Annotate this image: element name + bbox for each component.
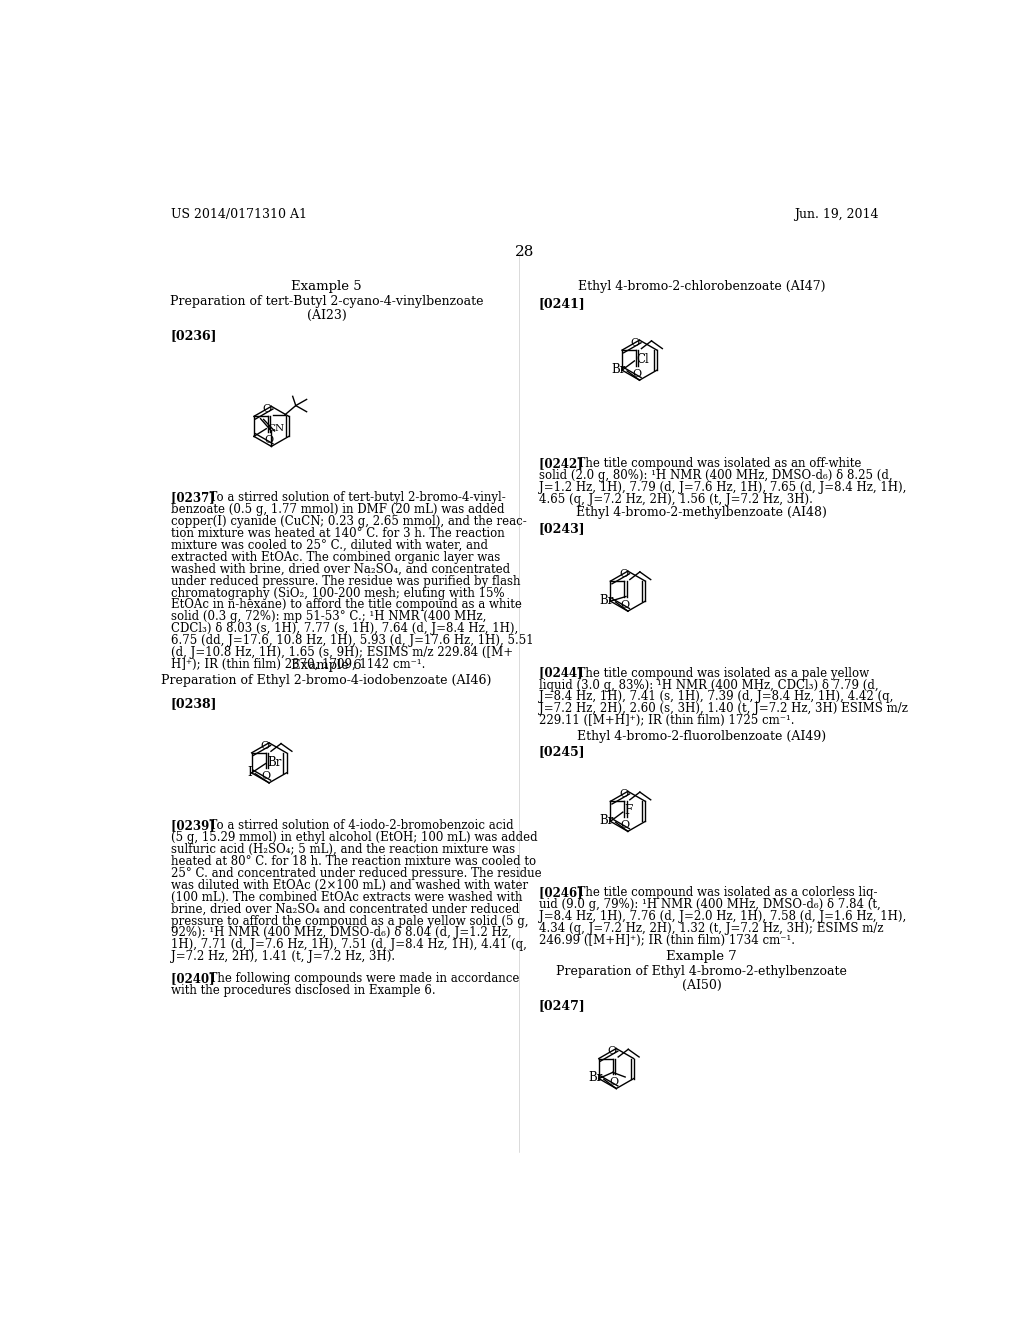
- Text: 28: 28: [515, 244, 535, 259]
- Text: The following compounds were made in accordance: The following compounds were made in acc…: [202, 973, 519, 985]
- Text: The title compound was isolated as a colorless liq-: The title compound was isolated as a col…: [569, 886, 878, 899]
- Text: [0243]: [0243]: [539, 521, 586, 535]
- Text: J=1.2 Hz, 1H), 7.79 (d, J=7.6 Hz, 1H), 7.65 (d, J=8.4 Hz, 1H),: J=1.2 Hz, 1H), 7.79 (d, J=7.6 Hz, 1H), 7…: [539, 480, 906, 494]
- Text: Br: Br: [588, 1072, 602, 1084]
- Text: 1H), 7.71 (d, J=7.6 Hz, 1H), 7.51 (d, J=8.4 Hz, 1H), 4.41 (q,: 1H), 7.71 (d, J=7.6 Hz, 1H), 7.51 (d, J=…: [171, 939, 526, 952]
- Text: J=7.2 Hz, 2H), 1.41 (t, J=7.2 Hz, 3H).: J=7.2 Hz, 2H), 1.41 (t, J=7.2 Hz, 3H).: [171, 950, 394, 964]
- Text: (AI23): (AI23): [306, 309, 346, 322]
- Text: (5 g, 15.29 mmol) in ethyl alcohol (EtOH; 100 mL) was added: (5 g, 15.29 mmol) in ethyl alcohol (EtOH…: [171, 832, 538, 843]
- Text: [0236]: [0236]: [171, 330, 217, 342]
- Text: The title compound was isolated as an off-white: The title compound was isolated as an of…: [569, 457, 861, 470]
- Text: [0244]: [0244]: [539, 667, 587, 680]
- Text: 4.34 (q, J=7.2 Hz, 2H), 1.32 (t, J=7.2 Hz, 3H); ESIMS m/z: 4.34 (q, J=7.2 Hz, 2H), 1.32 (t, J=7.2 H…: [539, 921, 884, 935]
- Text: uid (9.0 g, 79%): ¹H NMR (400 MHz, DMSO-d₆) δ 7.84 (t,: uid (9.0 g, 79%): ¹H NMR (400 MHz, DMSO-…: [539, 898, 881, 911]
- Text: pressure to afford the compound as a pale yellow solid (5 g,: pressure to afford the compound as a pal…: [171, 915, 528, 928]
- Text: Example 5: Example 5: [291, 280, 361, 293]
- Text: [0242]: [0242]: [539, 457, 587, 470]
- Text: Example 7: Example 7: [667, 950, 737, 964]
- Text: [0240]: [0240]: [171, 973, 218, 985]
- Text: solid (0.3 g, 72%): mp 51-53° C.; ¹H NMR (400 MHz,: solid (0.3 g, 72%): mp 51-53° C.; ¹H NMR…: [171, 610, 486, 623]
- Text: O: O: [620, 569, 628, 579]
- Text: O: O: [621, 599, 630, 610]
- Text: Ethyl 4-bromo-2-fluorolbenzoate (AI49): Ethyl 4-bromo-2-fluorolbenzoate (AI49): [577, 730, 826, 743]
- Text: benzoate (0.5 g, 1.77 mmol) in DMF (20 mL) was added: benzoate (0.5 g, 1.77 mmol) in DMF (20 m…: [171, 503, 504, 516]
- Text: The title compound was isolated as a pale yellow: The title compound was isolated as a pal…: [569, 667, 869, 680]
- Text: 92%): ¹H NMR (400 MHz, DMSO-d₆) δ 8.04 (d, J=1.2 Hz,: 92%): ¹H NMR (400 MHz, DMSO-d₆) δ 8.04 (…: [171, 927, 511, 940]
- Text: [0241]: [0241]: [539, 297, 586, 310]
- Text: extracted with EtOAc. The combined organic layer was: extracted with EtOAc. The combined organ…: [171, 550, 500, 564]
- Text: O: O: [262, 404, 271, 414]
- Text: O: O: [621, 820, 630, 830]
- Text: copper(I) cyanide (CuCN; 0.23 g, 2.65 mmol), and the reac-: copper(I) cyanide (CuCN; 0.23 g, 2.65 mm…: [171, 515, 526, 528]
- Text: liquid (3.0 g, 83%): ¹H NMR (400 MHz, CDCl₃) δ 7.79 (d,: liquid (3.0 g, 83%): ¹H NMR (400 MHz, CD…: [539, 678, 879, 692]
- Text: O: O: [262, 771, 271, 781]
- Text: Preparation of Ethyl 2-bromo-4-iodobenzoate (AI46): Preparation of Ethyl 2-bromo-4-iodobenzo…: [161, 675, 492, 688]
- Text: (100 mL). The combined EtOAc extracts were washed with: (100 mL). The combined EtOAc extracts we…: [171, 891, 522, 904]
- Text: 229.11 ([M+H]⁺); IR (thin film) 1725 cm⁻¹.: 229.11 ([M+H]⁺); IR (thin film) 1725 cm⁻…: [539, 714, 795, 727]
- Text: Ethyl 4-bromo-2-chlorobenzoate (AI47): Ethyl 4-bromo-2-chlorobenzoate (AI47): [578, 280, 825, 293]
- Text: [0246]: [0246]: [539, 886, 587, 899]
- Text: CN: CN: [267, 424, 285, 433]
- Text: H]⁺); IR (thin film) 2370, 1709, 1142 cm⁻¹.: H]⁺); IR (thin film) 2370, 1709, 1142 cm…: [171, 659, 425, 671]
- Text: O: O: [632, 368, 641, 379]
- Text: (d, J=10.8 Hz, 1H), 1.65 (s, 9H); ESIMS m/z 229.84 ([M+: (d, J=10.8 Hz, 1H), 1.65 (s, 9H); ESIMS …: [171, 647, 513, 659]
- Text: [0245]: [0245]: [539, 744, 586, 758]
- Text: sulfuric acid (H₂SO₄; 5 mL), and the reaction mixture was: sulfuric acid (H₂SO₄; 5 mL), and the rea…: [171, 843, 515, 855]
- Text: I: I: [247, 766, 252, 779]
- Text: Br: Br: [599, 594, 614, 607]
- Text: under reduced pressure. The residue was purified by flash: under reduced pressure. The residue was …: [171, 574, 520, 587]
- Text: J=8.4 Hz, 1H), 7.41 (s, 1H), 7.39 (d, J=8.4 Hz, 1H), 4.42 (q,: J=8.4 Hz, 1H), 7.41 (s, 1H), 7.39 (d, J=…: [539, 690, 893, 704]
- Text: chromatography (SiO₂, 100-200 mesh; eluting with 15%: chromatography (SiO₂, 100-200 mesh; elut…: [171, 586, 504, 599]
- Text: Jun. 19, 2014: Jun. 19, 2014: [795, 209, 879, 222]
- Text: solid (2.0 g, 80%): ¹H NMR (400 MHz, DMSO-d₆) δ 8.25 (d,: solid (2.0 g, 80%): ¹H NMR (400 MHz, DMS…: [539, 469, 892, 482]
- Text: O: O: [631, 338, 640, 348]
- Text: 4.65 (q, J=7.2 Hz, 2H), 1.56 (t, J=7.2 Hz, 3H).: 4.65 (q, J=7.2 Hz, 2H), 1.56 (t, J=7.2 H…: [539, 492, 813, 506]
- Text: heated at 80° C. for 18 h. The reaction mixture was cooled to: heated at 80° C. for 18 h. The reaction …: [171, 855, 536, 867]
- Text: J=7.2 Hz, 2H), 2.60 (s, 3H), 1.40 (t, J=7.2 Hz, 3H) ESIMS m/z: J=7.2 Hz, 2H), 2.60 (s, 3H), 1.40 (t, J=…: [539, 702, 907, 715]
- Text: J=8.4 Hz, 1H), 7.76 (d, J=2.0 Hz, 1H), 7.58 (d, J=1.6 Hz, 1H),: J=8.4 Hz, 1H), 7.76 (d, J=2.0 Hz, 1H), 7…: [539, 909, 906, 923]
- Text: [0237]: [0237]: [171, 491, 218, 504]
- Text: Ethyl 4-bromo-2-methylbenzoate (AI48): Ethyl 4-bromo-2-methylbenzoate (AI48): [577, 507, 827, 520]
- Text: US 2014/0171310 A1: US 2014/0171310 A1: [171, 209, 306, 222]
- Text: Preparation of Ethyl 4-bromo-2-ethylbenzoate: Preparation of Ethyl 4-bromo-2-ethylbenz…: [556, 965, 847, 978]
- Text: Br: Br: [599, 814, 614, 828]
- Text: [0247]: [0247]: [539, 999, 586, 1012]
- Text: (AI50): (AI50): [682, 979, 721, 993]
- Text: EtOAc in n-hexane) to afford the title compound as a white: EtOAc in n-hexane) to afford the title c…: [171, 598, 521, 611]
- Text: 246.99 ([M+H]⁺); IR (thin film) 1734 cm⁻¹.: 246.99 ([M+H]⁺); IR (thin film) 1734 cm⁻…: [539, 933, 795, 946]
- Text: O: O: [264, 434, 273, 445]
- Text: brine, dried over Na₂SO₄ and concentrated under reduced: brine, dried over Na₂SO₄ and concentrate…: [171, 903, 519, 916]
- Text: Cl: Cl: [636, 352, 649, 366]
- Text: Br: Br: [611, 363, 626, 376]
- Text: tion mixture was heated at 140° C. for 3 h. The reaction: tion mixture was heated at 140° C. for 3…: [171, 527, 505, 540]
- Text: F: F: [625, 804, 633, 817]
- Text: O: O: [260, 741, 269, 751]
- Text: O: O: [607, 1047, 616, 1056]
- Text: 25° C. and concentrated under reduced pressure. The residue: 25° C. and concentrated under reduced pr…: [171, 867, 542, 880]
- Text: To a stirred solution of 4-iodo-2-bromobenzoic acid: To a stirred solution of 4-iodo-2-bromob…: [202, 818, 513, 832]
- Text: CDCl₃) δ 8.03 (s, 1H), 7.77 (s, 1H), 7.64 (d, J=8.4 Hz, 1H),: CDCl₃) δ 8.03 (s, 1H), 7.77 (s, 1H), 7.6…: [171, 622, 518, 635]
- Text: O: O: [609, 1077, 618, 1086]
- Text: Br: Br: [267, 755, 282, 768]
- Text: O: O: [620, 789, 628, 799]
- Text: mixture was cooled to 25° C., diluted with water, and: mixture was cooled to 25° C., diluted wi…: [171, 539, 487, 552]
- Text: To a stirred solution of tert-butyl 2-bromo-4-vinyl-: To a stirred solution of tert-butyl 2-br…: [202, 491, 506, 504]
- Text: [0238]: [0238]: [171, 697, 217, 710]
- Text: with the procedures disclosed in Example 6.: with the procedures disclosed in Example…: [171, 985, 435, 997]
- Text: was diluted with EtOAc (2×100 mL) and washed with water: was diluted with EtOAc (2×100 mL) and wa…: [171, 879, 527, 892]
- Text: 6.75 (dd, J=17.6, 10.8 Hz, 1H), 5.93 (d, J=17.6 Hz, 1H), 5.51: 6.75 (dd, J=17.6, 10.8 Hz, 1H), 5.93 (d,…: [171, 635, 534, 647]
- Text: Preparation of tert-Butyl 2-cyano-4-vinylbenzoate: Preparation of tert-Butyl 2-cyano-4-viny…: [170, 296, 483, 309]
- Text: Example 6: Example 6: [291, 659, 361, 672]
- Text: [0239]: [0239]: [171, 818, 218, 832]
- Text: washed with brine, dried over Na₂SO₄, and concentrated: washed with brine, dried over Na₂SO₄, an…: [171, 562, 510, 576]
